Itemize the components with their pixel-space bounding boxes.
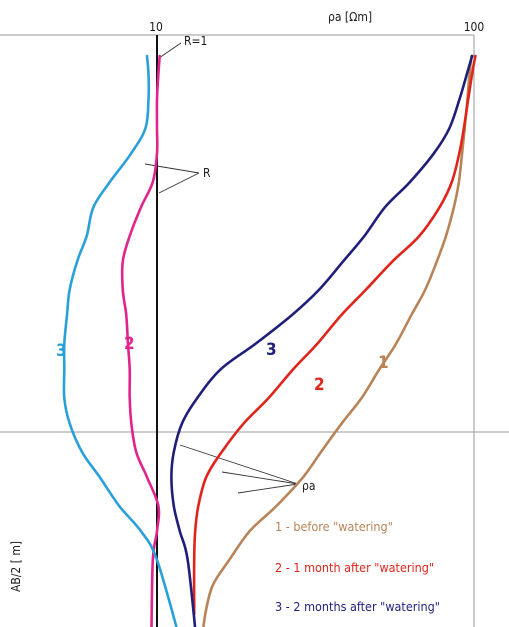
- series-line-r-3: [62, 54, 178, 627]
- series-group: [62, 54, 477, 627]
- legend-item-3: 3 - 2 months after "watering": [275, 599, 440, 614]
- x-tick-label-100: 100: [464, 20, 485, 34]
- r-annotation: R: [203, 166, 211, 180]
- y-axis-label: AB/2 [ m]: [9, 541, 23, 592]
- rho-a-annotation: ρa: [302, 479, 315, 493]
- series-line-rho-3: [170, 54, 474, 627]
- rho-leader-line-b: [221, 471, 299, 485]
- r-leader-line-b: [158, 172, 200, 194]
- curve-label-1-rho: 1: [378, 353, 389, 373]
- rho-leader-line-c: [237, 483, 299, 494]
- r1-leader-line: [158, 42, 182, 59]
- legend-item-2: 2 - 1 month after "watering": [275, 560, 434, 575]
- r-leader-line-a: [144, 163, 200, 174]
- curve-label-2-r: 2: [124, 334, 135, 354]
- curve-labels: 3 2 3 2 1: [56, 334, 389, 395]
- grid: [0, 34, 509, 627]
- r-equals-1-annotation: R=1: [184, 34, 207, 48]
- curve-label-3-r: 3: [56, 341, 67, 361]
- curve-label-2-rho: 2: [314, 375, 325, 395]
- annotations: R=1 R ρa: [144, 34, 315, 494]
- x-tick-label-10: 10: [149, 20, 163, 34]
- legend: 1 - before "watering" 2 - 1 month after …: [275, 519, 440, 614]
- x-axis-label: ρa [Ωm]: [328, 10, 372, 24]
- legend-item-1: 1 - before "watering": [275, 519, 393, 534]
- curve-label-3-rho: 3: [266, 340, 277, 360]
- rho-leader-line-a: [179, 444, 299, 485]
- series-line-r-2: [120, 54, 161, 627]
- axis-labels: 10 100 ρa [Ωm] AB/2 [ m]: [9, 10, 484, 592]
- series-line-rho-1: [202, 54, 473, 627]
- series-line-rho-2: [192, 54, 477, 616]
